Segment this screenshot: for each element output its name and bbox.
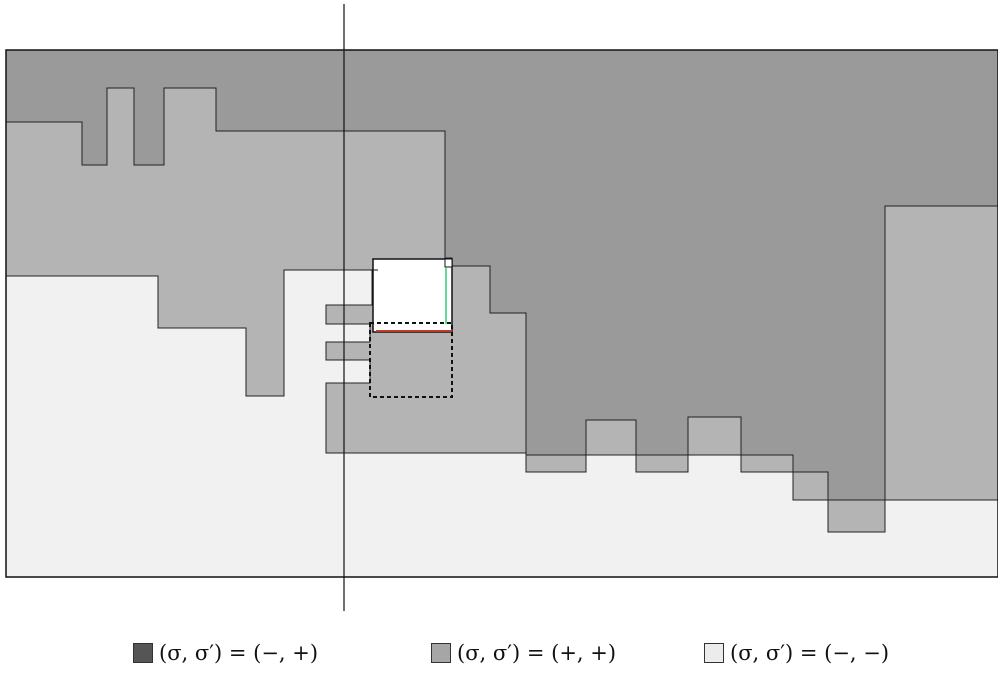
white-box xyxy=(372,258,453,333)
legend-swatch-mid xyxy=(431,643,451,663)
dark-region-top-left xyxy=(5,49,998,501)
legend-item-minus-plus: (σ, σ′) = (−, +) xyxy=(133,636,318,670)
legend-label-minus-minus: (σ, σ′) = (−, −) xyxy=(730,641,890,665)
outer-frame xyxy=(5,49,998,578)
legend-label-plus-plus: (σ, σ′) = (+, +) xyxy=(457,641,617,665)
white-box-inner-corner xyxy=(444,258,453,268)
dashed-box xyxy=(369,322,453,398)
legend-label-minus-plus: (σ, σ′) = (−, +) xyxy=(159,641,319,665)
legend: (σ, σ′) = (−, +) (σ, σ′) = (+, +) (σ, σ′… xyxy=(0,636,998,670)
legend-swatch-dark xyxy=(133,643,153,663)
legend-item-plus-plus: (σ, σ′) = (+, +) xyxy=(431,636,616,670)
right-mid-column xyxy=(884,205,998,501)
legend-swatch-light xyxy=(704,643,724,663)
legend-item-minus-minus: (σ, σ′) = (−, −) xyxy=(704,636,889,670)
